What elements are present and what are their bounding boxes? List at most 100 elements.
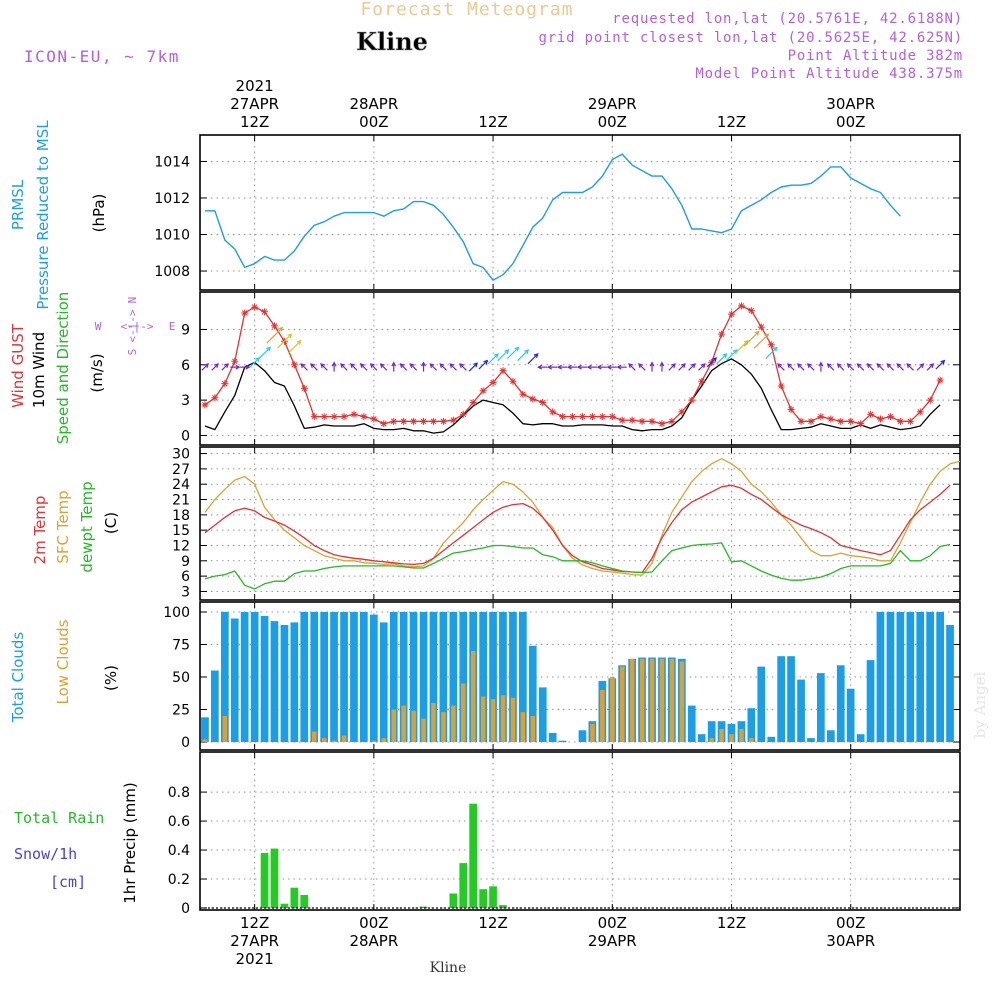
wind-arrow-head — [806, 363, 812, 369]
wind-arrow-head — [700, 363, 706, 369]
low-cloud-bar — [669, 658, 675, 742]
wind-arrow-head — [628, 363, 634, 369]
total-cloud-bar — [240, 612, 249, 742]
wind-arrow — [867, 363, 875, 371]
bottom-time-label: 28APR — [349, 932, 398, 950]
gust-marker — [807, 417, 815, 425]
wind-arrow-head — [596, 364, 602, 370]
wind-arrow-head — [391, 361, 397, 367]
snow-unit-label: [cm] — [50, 873, 86, 891]
pressure-label-long: Pressure Reduced to MSL — [34, 120, 52, 310]
gust-marker — [439, 417, 447, 425]
rain-bar — [300, 895, 309, 908]
gust-marker — [251, 303, 259, 311]
rain-bar — [469, 803, 477, 908]
top-time-label: 29APR — [588, 95, 637, 113]
rain-bar — [459, 863, 468, 908]
low-cloud-bar — [600, 690, 605, 742]
wind-gust-label: Wind GUST — [9, 323, 27, 408]
total-cloud-bar — [211, 670, 219, 742]
low-clouds-label: Low Clouds — [54, 619, 72, 704]
wind-arrow-head — [379, 363, 385, 369]
wind-arrow — [266, 327, 283, 344]
total-cloud-bar — [509, 612, 517, 742]
wind-arrow — [300, 363, 308, 371]
total-cloud-bar — [330, 612, 338, 742]
gust-marker — [221, 380, 229, 388]
wind-arrow-head — [223, 363, 229, 369]
total-cloud-bar — [807, 738, 815, 742]
gust-marker — [479, 387, 487, 395]
gust-marker — [261, 308, 269, 316]
gust-marker — [360, 413, 368, 421]
y-tick-label: 0.8 — [168, 785, 190, 801]
wind-arrow-head — [856, 363, 862, 369]
model-label: ICON-EU, ~ 7km — [24, 47, 180, 66]
gust-marker — [350, 410, 358, 418]
wind-arrow — [837, 363, 845, 371]
wind-arrow — [439, 363, 447, 371]
requested-point: requested lon,lat (20.5761E, 42.6188N) — [612, 11, 963, 27]
low-cloud-bar — [421, 718, 426, 742]
wind-arrow-head — [876, 363, 882, 369]
gust-marker — [767, 341, 775, 349]
wind-arrow — [886, 363, 895, 371]
total-cloud-bar — [757, 666, 766, 742]
wind-arrow-head — [310, 363, 316, 369]
wind-arrow — [716, 353, 727, 365]
wind-arrow-head — [369, 363, 375, 369]
gust-marker — [201, 401, 209, 409]
wind-arrow — [857, 363, 865, 371]
total-cloud-bar — [360, 612, 368, 742]
wind-arrow — [668, 363, 676, 371]
pressure-panel — [205, 153, 901, 281]
wind-panel — [201, 302, 946, 434]
y-tick-label: 1014 — [154, 154, 190, 170]
wind-speed-direction-label: Speed and Direction — [54, 292, 72, 445]
y-tick-label: 100 — [163, 605, 190, 621]
wind-arrow-head — [826, 363, 832, 369]
wind-compass: N <-|-> S W <-|-> E — [95, 297, 176, 356]
total-cloud-bar — [519, 612, 527, 742]
total-cloud-bar — [389, 612, 398, 742]
gust-marker — [877, 415, 885, 423]
compass-e: E — [169, 320, 176, 333]
gust-marker — [847, 417, 855, 425]
wind-arrow-head — [638, 363, 643, 369]
gust-marker — [231, 357, 239, 365]
total-cloud-bar — [280, 625, 289, 742]
wind-arrow — [678, 363, 686, 371]
rain-bar — [280, 903, 289, 908]
gust-marker — [429, 417, 437, 425]
panel-frame-clouds — [199, 601, 961, 751]
gust-marker — [578, 413, 586, 421]
gust-marker — [400, 417, 408, 425]
wind-arrow-head — [886, 363, 892, 369]
dewpt-label: dewpt Temp — [78, 481, 96, 572]
pressure-line — [205, 153, 901, 281]
total-cloud-bar — [846, 688, 855, 742]
wind-arrow-head — [866, 363, 872, 369]
wind-arrow-head — [797, 363, 802, 369]
gust-marker — [271, 322, 279, 330]
wind-arrow — [249, 357, 260, 368]
wind-arrow — [753, 333, 769, 349]
rain-bar — [489, 886, 497, 908]
gust-marker — [459, 410, 467, 418]
wind-arrow-head — [680, 363, 686, 369]
wind-arrow — [876, 363, 885, 371]
gust-marker — [906, 417, 914, 425]
wind-arrow — [935, 360, 945, 370]
gust-marker — [290, 361, 298, 369]
wind-arrow — [201, 363, 209, 371]
precip-axis-label: 1hr Precip (mm) — [121, 782, 139, 903]
total-cloud-bar — [260, 615, 269, 742]
wind-arrow-head — [846, 363, 852, 369]
wind-arrow — [725, 349, 738, 362]
gust-marker — [539, 398, 547, 406]
bottom-time-label: 29APR — [588, 932, 637, 950]
wind-arrow-head — [576, 364, 582, 370]
gust-marker — [509, 377, 517, 385]
wind-arrow — [638, 363, 646, 371]
